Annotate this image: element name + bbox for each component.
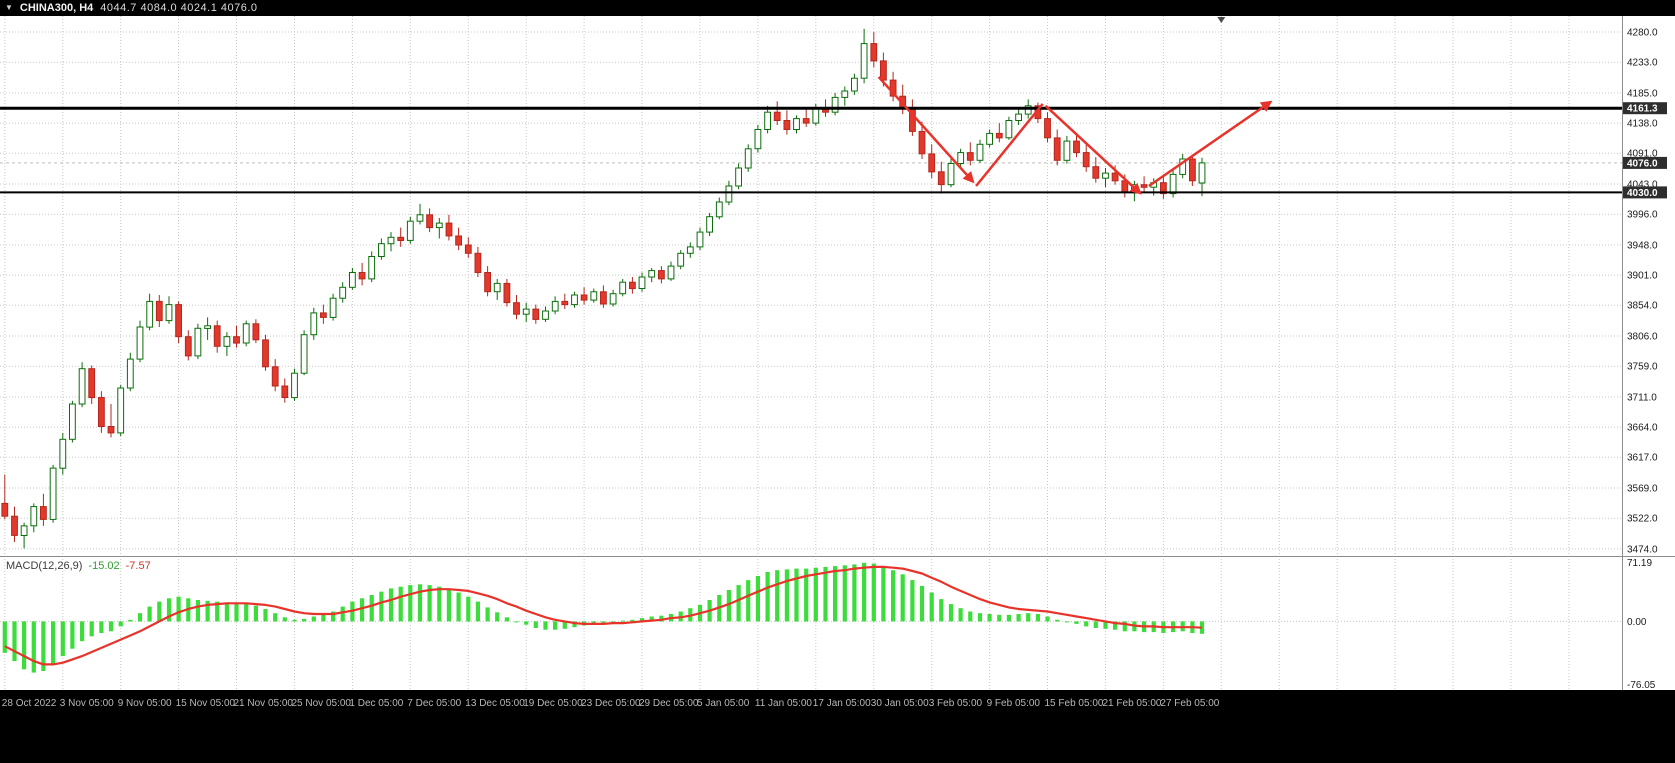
trend-arrows[interactable] [877,76,1273,195]
macd-value: -15.02 [88,560,120,572]
resistance-price-tag [1623,102,1667,115]
macd-signal-value: -7.57 [125,560,151,572]
bid-price-tag [1623,156,1667,169]
svg-text:15 Feb 05:00: 15 Feb 05:00 [1045,698,1104,709]
chart-shift-marker[interactable] [1217,17,1226,23]
svg-text:27 Feb 05:00: 27 Feb 05:00 [1160,698,1219,709]
svg-text:3522.0: 3522.0 [1627,514,1658,525]
svg-text:71.19: 71.19 [1627,558,1652,569]
svg-text:5 Jan 05:00: 5 Jan 05:00 [697,698,750,709]
svg-text:4138.0: 4138.0 [1627,119,1658,130]
trend-arrow-3 [1044,104,1142,195]
svg-text:17 Jan 05:00: 17 Jan 05:00 [813,698,871,709]
svg-text:3711.0: 3711.0 [1627,393,1657,404]
trend-arrow-2 [975,103,1044,187]
svg-text:3948.0: 3948.0 [1627,241,1658,252]
svg-text:4185.0: 4185.0 [1627,89,1658,100]
svg-text:3569.0: 3569.0 [1627,484,1658,495]
svg-text:4091.0: 4091.0 [1627,149,1658,160]
support-price-tag [1623,186,1667,199]
symbol-dropdown-icon[interactable]: ▼ [5,3,13,12]
axis-column-bg [1622,16,1675,690]
svg-text:4076.0: 4076.0 [1627,158,1658,169]
svg-text:28 Oct 2022: 28 Oct 2022 [2,698,57,709]
svg-text:3 Nov 05:00: 3 Nov 05:00 [60,698,114,709]
svg-text:30 Jan 05:00: 30 Jan 05:00 [871,698,929,709]
price-panel-bg [0,16,1622,556]
svg-text:19 Dec 05:00: 19 Dec 05:00 [523,698,583,709]
svg-text:4030.0: 4030.0 [1627,188,1658,199]
svg-text:3996.0: 3996.0 [1627,210,1658,221]
svg-text:13 Dec 05:00: 13 Dec 05:00 [465,698,525,709]
svg-text:3806.0: 3806.0 [1627,332,1658,343]
svg-text:4280.0: 4280.0 [1627,28,1658,39]
svg-text:3759.0: 3759.0 [1627,362,1658,373]
svg-text:3 Feb 05:00: 3 Feb 05:00 [929,698,983,709]
candles [1,28,1206,549]
horizontal-grid [0,31,1622,550]
svg-text:1 Dec 05:00: 1 Dec 05:00 [349,698,403,709]
svg-text:25 Nov 05:00: 25 Nov 05:00 [292,698,352,709]
price-axis[interactable]: 4280.0 4233.0 4185.0 4138.0 4091.0 4043.0 3996… [1627,28,1658,556]
svg-text:9 Feb 05:00: 9 Feb 05:00 [987,698,1041,709]
svg-text:7 Dec 05:00: 7 Dec 05:00 [407,698,461,709]
svg-text:23 Dec 05:00: 23 Dec 05:00 [581,698,641,709]
time-axis[interactable]: 28 Oct 2022 3 Nov 05:00 9 Nov 05:00 15 Nov … [2,698,1220,709]
svg-text:11 Jan 05:00: 11 Jan 05:00 [755,698,813,709]
svg-text:3474.0: 3474.0 [1627,544,1658,555]
svg-text:4043.0: 4043.0 [1627,180,1658,191]
svg-text:3901.0: 3901.0 [1627,271,1658,282]
candlestick-chart-canvas[interactable]: 4280.0 4233.0 4185.0 4138.0 4091.0 4043.0 3996… [0,16,1675,763]
svg-text:29 Dec 05:00: 29 Dec 05:00 [639,698,699,709]
svg-text:-76.05: -76.05 [1627,680,1656,691]
svg-text:9 Nov 05:00: 9 Nov 05:00 [118,698,172,709]
macd-indicator-header: MACD(12,26,9) -15.02 -7.57 [6,560,151,572]
trend-arrow-4 [1148,100,1273,188]
macd-signal-line [4,565,1203,666]
svg-text:4161.3: 4161.3 [1627,104,1658,115]
macd-axis[interactable]: 71.19 0.00 -76.05 [1627,558,1656,691]
trend-arrow-1 [877,76,975,184]
svg-text:3854.0: 3854.0 [1627,301,1658,312]
symbol-timeframe-label: CHINA300, H4 [19,2,94,14]
macd-label: MACD(12,26,9) [6,560,83,572]
svg-text:21 Feb 05:00: 21 Feb 05:00 [1103,698,1162,709]
svg-text:0.00: 0.00 [1627,617,1647,628]
chart-title-bar: ▼ CHINA300, H4 4044.7 4084.0 4024.1 4076… [0,0,1675,16]
macd-histogram [2,562,1205,673]
macd-panel-bg [0,557,1622,690]
svg-text:21 Nov 05:00: 21 Nov 05:00 [234,698,294,709]
ohlc-quote-label: 4044.7 4084.0 4024.1 4076.0 [100,2,258,14]
svg-text:3617.0: 3617.0 [1627,453,1658,464]
svg-text:4233.0: 4233.0 [1627,58,1658,69]
svg-text:15 Nov 05:00: 15 Nov 05:00 [176,698,236,709]
svg-text:3664.0: 3664.0 [1627,423,1658,434]
